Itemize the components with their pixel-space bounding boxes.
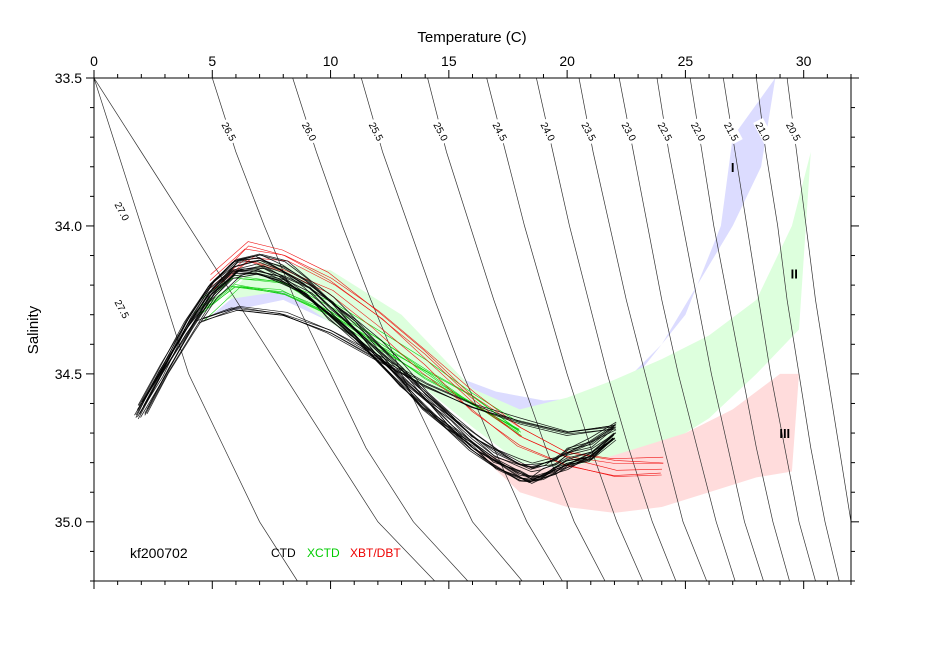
contour-24.5 [486, 78, 644, 581]
cruise-label: kf200702 [130, 545, 188, 561]
contour-label-bg [579, 117, 601, 145]
contour-23.5 [578, 78, 708, 581]
contour-25.0 [427, 78, 606, 581]
contour-23.0 [618, 78, 736, 581]
x-tick-label: 0 [90, 53, 98, 69]
series-ctd [140, 270, 614, 482]
series-ctd [137, 273, 615, 482]
contour-label-bg [721, 117, 743, 145]
x-tick-label: 25 [678, 53, 694, 69]
contour-label-bg [431, 117, 453, 145]
contour-22.5 [656, 78, 764, 581]
contour-26.0 [292, 78, 523, 581]
legend-xctd: XCTD [307, 546, 340, 560]
contour-24.0 [536, 78, 677, 581]
contour-label-bg [112, 197, 134, 225]
water-mass-regions [212, 78, 811, 513]
contour-25.5 [360, 78, 563, 581]
region-ii [224, 152, 811, 469]
y-axis: 33.5 34.0 34.5 35.0 [55, 70, 859, 582]
region-iii [472, 373, 799, 513]
x-tick-label: 10 [323, 53, 339, 69]
profile-series [134, 241, 664, 484]
contour-label-bg [538, 117, 560, 145]
series-xctd [204, 278, 519, 432]
x-tick-label: 20 [559, 53, 575, 69]
x-axis: 0 5 10 15 20 25 30 [90, 53, 852, 589]
y-tick-label: 34.0 [55, 218, 82, 234]
contour-21.0 [756, 78, 840, 581]
y-tick-label: 35.0 [55, 514, 82, 530]
contour-27.0 [94, 78, 435, 581]
y-tick-label: 33.5 [55, 70, 82, 86]
series-xctd [198, 277, 519, 430]
contour-20.5 [786, 78, 851, 524]
x-axis-title: Temperature (C) [417, 29, 526, 46]
contour-21.5 [722, 78, 816, 581]
contour-22.0 [689, 78, 790, 581]
y-tick-label: 34.5 [55, 366, 82, 382]
region-label-i: I [731, 160, 735, 175]
legend: CTD XCTD XBT/DBT [271, 546, 401, 560]
contour-label-bg [783, 117, 805, 145]
series-xbt-dbt [207, 259, 661, 476]
y-axis-title: Salinity [25, 305, 42, 354]
contour-label-bg [688, 117, 710, 145]
contour-label-bg [219, 117, 241, 145]
region-label-ii: II [791, 266, 798, 281]
series-ctd [137, 260, 615, 478]
x-tick-label: 30 [796, 53, 812, 69]
contour-label-bg [490, 117, 512, 145]
x-tick-label: 15 [441, 53, 457, 69]
contour-label-bg [655, 117, 677, 145]
contour-label-bg [112, 295, 134, 322]
series-ctd [146, 268, 616, 478]
region-label-iii: III [779, 426, 790, 441]
contour-26.5 [211, 78, 469, 581]
legend-xbt-dbt: XBT/DBT [350, 546, 401, 560]
series-xbt-dbt [215, 245, 664, 464]
density-contours [94, 78, 851, 581]
contour-label-bg [366, 117, 388, 145]
contour-label-bg [753, 117, 775, 145]
contour-27.5 [94, 78, 298, 581]
x-tick-label: 5 [208, 53, 216, 69]
contour-label-bg [619, 117, 641, 145]
series-ctd-kuroshio-stations- [200, 310, 616, 435]
contour-label-bg [299, 117, 321, 145]
series-ctd [141, 253, 615, 470]
legend-ctd: CTD [271, 546, 296, 560]
series-ctd [146, 254, 617, 464]
